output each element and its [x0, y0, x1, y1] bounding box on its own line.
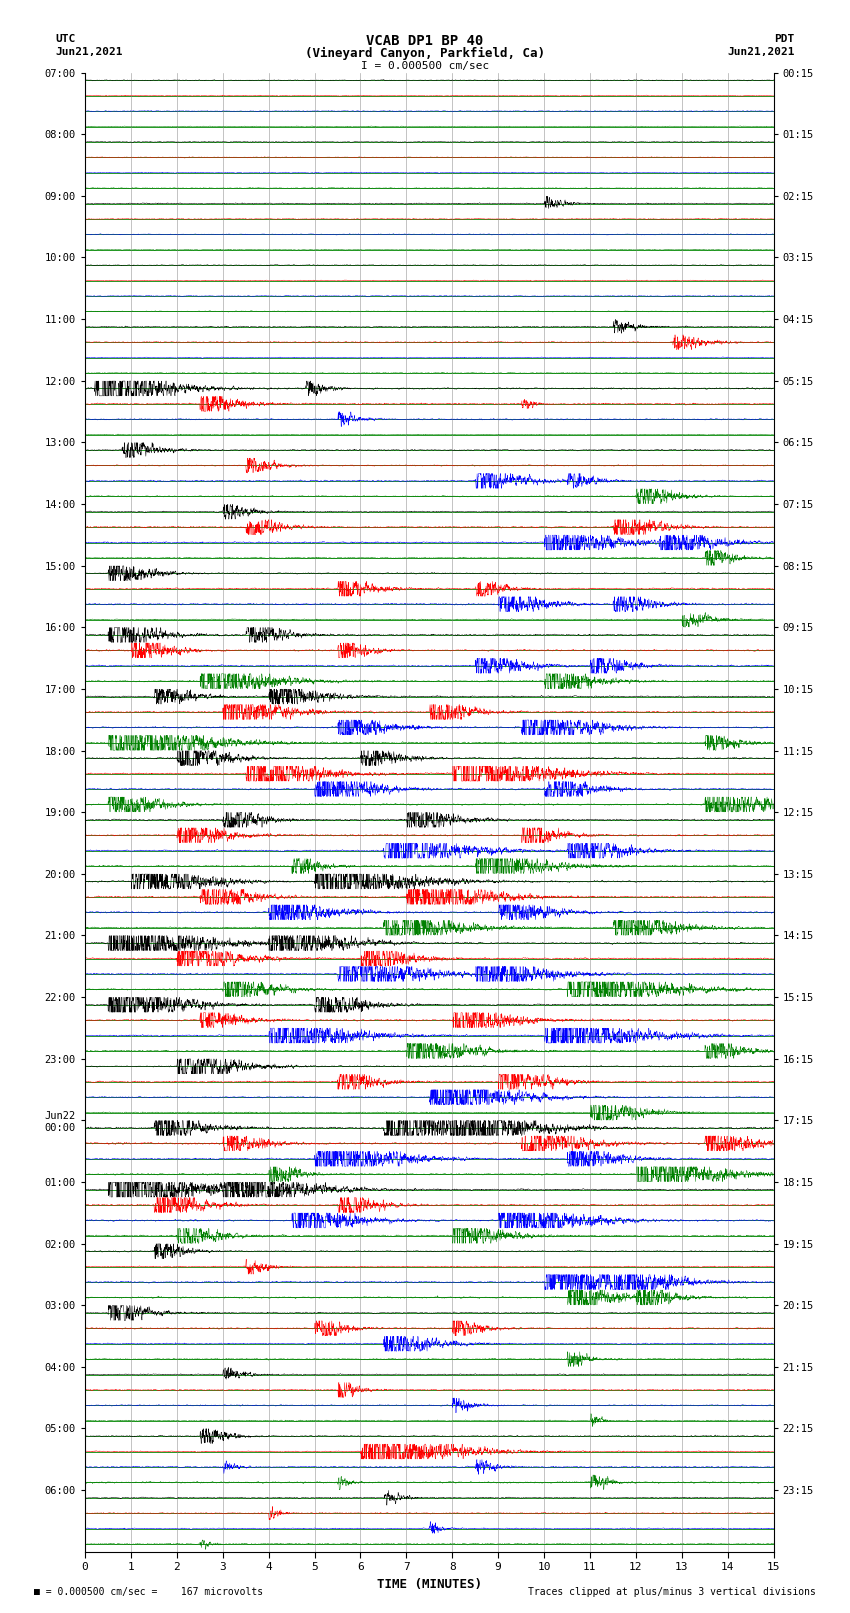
Text: PDT: PDT [774, 34, 795, 44]
X-axis label: TIME (MINUTES): TIME (MINUTES) [377, 1578, 482, 1590]
Text: I = 0.000500 cm/sec: I = 0.000500 cm/sec [361, 61, 489, 71]
Text: Traces clipped at plus/minus 3 vertical divisions: Traces clipped at plus/minus 3 vertical … [528, 1587, 816, 1597]
Text: UTC: UTC [55, 34, 76, 44]
Text: (Vineyard Canyon, Parkfield, Ca): (Vineyard Canyon, Parkfield, Ca) [305, 47, 545, 60]
Text: Jun21,2021: Jun21,2021 [55, 47, 122, 56]
Text: ■ = 0.000500 cm/sec =    167 microvolts: ■ = 0.000500 cm/sec = 167 microvolts [34, 1587, 264, 1597]
Text: VCAB DP1 BP 40: VCAB DP1 BP 40 [366, 34, 484, 48]
Text: Jun21,2021: Jun21,2021 [728, 47, 795, 56]
